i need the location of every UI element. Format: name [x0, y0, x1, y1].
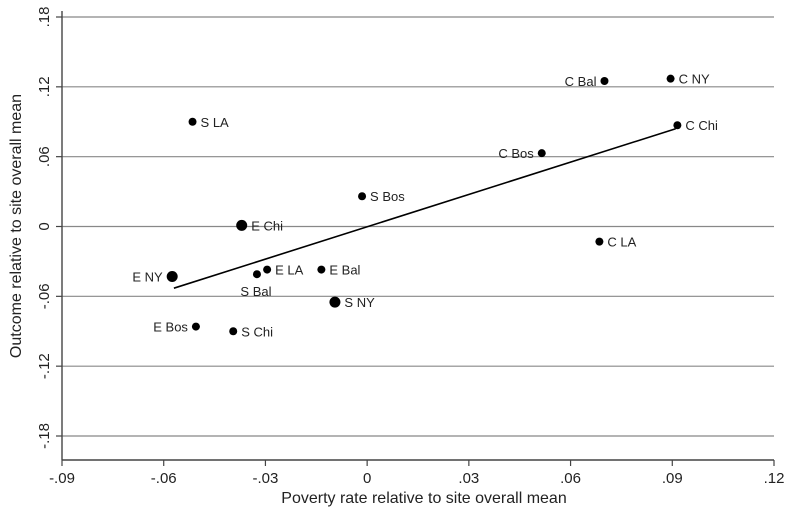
- data-point: [252, 270, 261, 279]
- fit-line-group: [173, 127, 676, 289]
- point-label: E Bos: [153, 320, 188, 335]
- point-label: S Bos: [370, 189, 405, 204]
- x-tick-label: .09: [662, 470, 683, 487]
- data-point: [358, 192, 367, 201]
- point-label: E LA: [275, 263, 304, 278]
- grid-lines: [62, 16, 774, 437]
- data-point: [329, 296, 341, 308]
- point-label: E Chi: [251, 218, 283, 233]
- point-label: S Bal: [240, 284, 271, 299]
- y-tick-label: 0: [36, 222, 53, 230]
- y-tick-label: -.12: [36, 353, 53, 379]
- x-tick-label: .03: [458, 470, 479, 487]
- x-tick-label: 0: [363, 470, 371, 487]
- data-point: [166, 271, 178, 283]
- point-label: S LA: [201, 115, 230, 130]
- data-point: [666, 74, 675, 83]
- data-point: [595, 237, 604, 246]
- data-point: [236, 219, 248, 231]
- y-tick-label: .12: [36, 76, 53, 97]
- point-label: C LA: [607, 235, 636, 250]
- x-tick-label: -.03: [252, 470, 278, 487]
- y-tick-label: .18: [36, 7, 53, 28]
- x-tick-label: .12: [764, 470, 785, 487]
- point-label: E Bal: [329, 263, 360, 278]
- fit-line: [173, 127, 676, 289]
- data-points: [166, 74, 682, 336]
- data-point: [191, 322, 200, 331]
- point-label: S NY: [344, 295, 375, 310]
- data-point: [229, 327, 238, 336]
- x-tick-label: -.06: [151, 470, 177, 487]
- data-point: [537, 149, 546, 158]
- axes: [61, 11, 774, 461]
- data-point: [263, 265, 272, 274]
- point-label: S Chi: [241, 324, 273, 339]
- data-point: [317, 265, 326, 274]
- x-tick-label: -.09: [49, 470, 75, 487]
- point-label: C NY: [679, 72, 710, 87]
- y-tick-label: -.06: [36, 283, 53, 309]
- point-label: C Bal: [565, 74, 597, 89]
- point-label: C Bos: [498, 146, 534, 161]
- x-axis-title: Poverty rate relative to site overall me…: [281, 490, 566, 507]
- point-label: E NY: [132, 270, 163, 285]
- y-tick-label: .06: [36, 146, 53, 167]
- point-label: C Chi: [685, 118, 718, 133]
- data-point: [188, 117, 197, 126]
- data-point: [600, 77, 609, 86]
- data-point: [673, 121, 682, 130]
- x-tick-label: .06: [560, 470, 581, 487]
- y-axis-title: Outcome relative to site overall mean: [8, 94, 25, 358]
- tick-labels: .18 .12 .06 0 -.06 -.12 -.18 -.09 -.06 -.03 0 .03 .0…: [36, 7, 784, 487]
- point-labels: C Bal C NY S LA C Chi C Bos S Bos E Chi C LA E L…: [132, 72, 718, 340]
- y-tick-label: -.18: [36, 423, 53, 449]
